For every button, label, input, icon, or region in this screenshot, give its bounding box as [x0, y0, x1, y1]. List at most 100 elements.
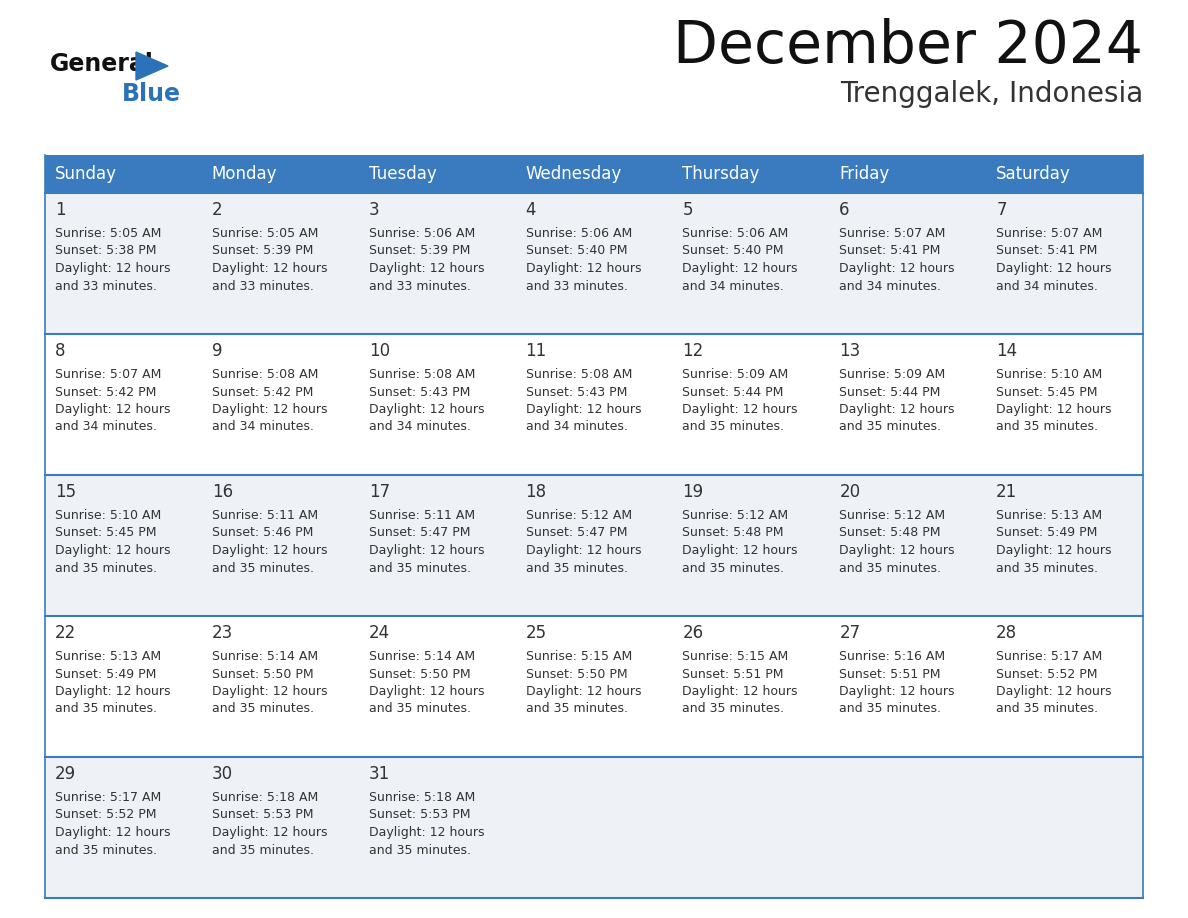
Bar — [359, 334, 516, 475]
Text: Sunrise: 5:15 AM: Sunrise: 5:15 AM — [525, 650, 632, 663]
Text: Sunrise: 5:14 AM: Sunrise: 5:14 AM — [368, 650, 475, 663]
Text: Sunday: Sunday — [55, 165, 116, 183]
Text: Daylight: 12 hours: Daylight: 12 hours — [839, 262, 955, 275]
Text: and 35 minutes.: and 35 minutes. — [55, 562, 157, 575]
Text: Sunset: 5:43 PM: Sunset: 5:43 PM — [368, 386, 470, 398]
Text: Blue: Blue — [122, 82, 181, 106]
Text: Sunset: 5:52 PM: Sunset: 5:52 PM — [55, 809, 157, 822]
Text: Sunset: 5:49 PM: Sunset: 5:49 PM — [55, 667, 157, 680]
Text: Sunrise: 5:14 AM: Sunrise: 5:14 AM — [211, 650, 318, 663]
Text: Daylight: 12 hours: Daylight: 12 hours — [55, 544, 171, 557]
Text: Sunset: 5:47 PM: Sunset: 5:47 PM — [368, 527, 470, 540]
Text: Trenggalek, Indonesia: Trenggalek, Indonesia — [840, 80, 1143, 108]
Text: Sunset: 5:50 PM: Sunset: 5:50 PM — [525, 667, 627, 680]
Bar — [829, 475, 986, 616]
Bar — [986, 475, 1143, 616]
Text: 8: 8 — [55, 342, 65, 360]
Text: Daylight: 12 hours: Daylight: 12 hours — [368, 544, 485, 557]
Bar — [202, 334, 359, 475]
Text: 23: 23 — [211, 624, 233, 642]
Text: Daylight: 12 hours: Daylight: 12 hours — [997, 262, 1112, 275]
Text: Sunrise: 5:13 AM: Sunrise: 5:13 AM — [997, 509, 1102, 522]
Text: 7: 7 — [997, 201, 1006, 219]
Bar — [45, 475, 202, 616]
Text: and 35 minutes.: and 35 minutes. — [997, 420, 1098, 433]
Text: 3: 3 — [368, 201, 379, 219]
Text: Sunrise: 5:11 AM: Sunrise: 5:11 AM — [368, 509, 475, 522]
Text: Sunrise: 5:09 AM: Sunrise: 5:09 AM — [682, 368, 789, 381]
Text: and 35 minutes.: and 35 minutes. — [997, 562, 1098, 575]
Text: Daylight: 12 hours: Daylight: 12 hours — [211, 262, 328, 275]
Text: and 35 minutes.: and 35 minutes. — [55, 702, 157, 715]
Text: Sunrise: 5:18 AM: Sunrise: 5:18 AM — [211, 791, 318, 804]
Text: 12: 12 — [682, 342, 703, 360]
Text: Sunrise: 5:11 AM: Sunrise: 5:11 AM — [211, 509, 318, 522]
Text: Daylight: 12 hours: Daylight: 12 hours — [55, 685, 171, 698]
Text: Sunset: 5:39 PM: Sunset: 5:39 PM — [211, 244, 314, 258]
Bar — [516, 193, 672, 334]
Bar — [202, 193, 359, 334]
Bar — [986, 616, 1143, 757]
Text: Friday: Friday — [839, 165, 890, 183]
Text: and 33 minutes.: and 33 minutes. — [211, 279, 314, 293]
Text: Sunset: 5:44 PM: Sunset: 5:44 PM — [682, 386, 784, 398]
Text: Sunset: 5:45 PM: Sunset: 5:45 PM — [55, 527, 157, 540]
Text: 24: 24 — [368, 624, 390, 642]
Text: Daylight: 12 hours: Daylight: 12 hours — [368, 685, 485, 698]
Text: Sunrise: 5:08 AM: Sunrise: 5:08 AM — [525, 368, 632, 381]
Text: 31: 31 — [368, 765, 390, 783]
Text: Sunset: 5:44 PM: Sunset: 5:44 PM — [839, 386, 941, 398]
Text: Sunrise: 5:06 AM: Sunrise: 5:06 AM — [368, 227, 475, 240]
Text: Sunrise: 5:10 AM: Sunrise: 5:10 AM — [55, 509, 162, 522]
Text: Sunrise: 5:07 AM: Sunrise: 5:07 AM — [997, 227, 1102, 240]
Bar — [829, 155, 986, 193]
Bar — [516, 334, 672, 475]
Text: Thursday: Thursday — [682, 165, 760, 183]
Bar — [986, 334, 1143, 475]
Text: 10: 10 — [368, 342, 390, 360]
Text: 17: 17 — [368, 483, 390, 501]
Text: and 33 minutes.: and 33 minutes. — [55, 279, 157, 293]
Text: and 34 minutes.: and 34 minutes. — [211, 420, 314, 433]
Text: and 35 minutes.: and 35 minutes. — [682, 702, 784, 715]
Text: and 34 minutes.: and 34 minutes. — [839, 279, 941, 293]
Text: 11: 11 — [525, 342, 546, 360]
Bar — [672, 616, 829, 757]
Text: and 34 minutes.: and 34 minutes. — [682, 279, 784, 293]
Text: Daylight: 12 hours: Daylight: 12 hours — [55, 403, 171, 416]
Text: 4: 4 — [525, 201, 536, 219]
Text: Daylight: 12 hours: Daylight: 12 hours — [839, 403, 955, 416]
Text: and 35 minutes.: and 35 minutes. — [55, 844, 157, 856]
Text: Sunrise: 5:05 AM: Sunrise: 5:05 AM — [55, 227, 162, 240]
Text: Sunset: 5:48 PM: Sunset: 5:48 PM — [682, 527, 784, 540]
Text: Daylight: 12 hours: Daylight: 12 hours — [368, 826, 485, 839]
Bar — [359, 757, 516, 898]
Text: Sunset: 5:45 PM: Sunset: 5:45 PM — [997, 386, 1098, 398]
Text: Daylight: 12 hours: Daylight: 12 hours — [211, 403, 328, 416]
Text: and 35 minutes.: and 35 minutes. — [211, 702, 314, 715]
Text: 15: 15 — [55, 483, 76, 501]
Text: Sunset: 5:49 PM: Sunset: 5:49 PM — [997, 527, 1098, 540]
Text: Sunset: 5:40 PM: Sunset: 5:40 PM — [525, 244, 627, 258]
Text: 19: 19 — [682, 483, 703, 501]
Bar — [45, 616, 202, 757]
Text: Sunrise: 5:13 AM: Sunrise: 5:13 AM — [55, 650, 162, 663]
Bar — [45, 155, 202, 193]
Bar — [359, 155, 516, 193]
Text: General: General — [50, 52, 154, 76]
Text: Sunset: 5:53 PM: Sunset: 5:53 PM — [211, 809, 314, 822]
Text: Sunrise: 5:17 AM: Sunrise: 5:17 AM — [55, 791, 162, 804]
Bar — [829, 616, 986, 757]
Bar — [672, 757, 829, 898]
Text: Daylight: 12 hours: Daylight: 12 hours — [525, 685, 642, 698]
Text: 22: 22 — [55, 624, 76, 642]
Text: 26: 26 — [682, 624, 703, 642]
Text: and 35 minutes.: and 35 minutes. — [525, 562, 627, 575]
Text: Sunset: 5:47 PM: Sunset: 5:47 PM — [525, 527, 627, 540]
Text: 14: 14 — [997, 342, 1017, 360]
Text: and 34 minutes.: and 34 minutes. — [997, 279, 1098, 293]
Bar — [359, 475, 516, 616]
Text: and 35 minutes.: and 35 minutes. — [368, 562, 470, 575]
Text: Sunset: 5:48 PM: Sunset: 5:48 PM — [839, 527, 941, 540]
Bar — [516, 155, 672, 193]
